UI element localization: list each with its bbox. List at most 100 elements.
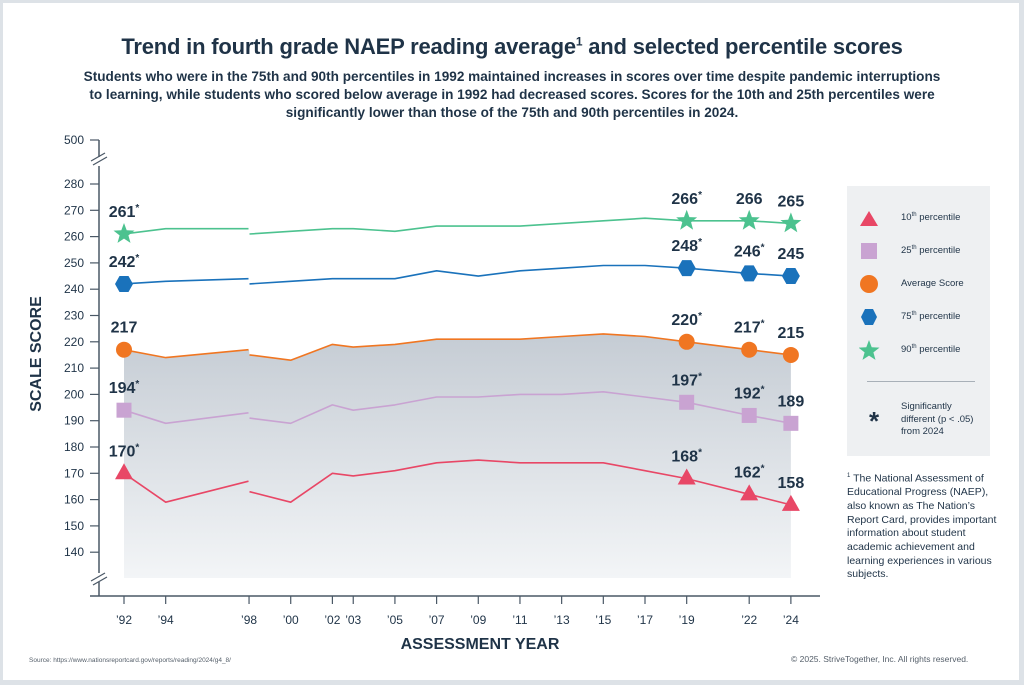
y-tick-label: 270	[64, 203, 84, 217]
series-line-avg	[123, 348, 249, 359]
data-point-p10	[115, 463, 133, 480]
x-tick-label: ’00	[283, 613, 299, 627]
significance-note: Significantly different (p < .05) from 2…	[901, 401, 974, 437]
data-label-p75: 245	[778, 246, 805, 263]
data-label-p10: 158	[778, 475, 805, 492]
y-tick-label: 220	[64, 335, 84, 349]
series-line-p10	[249, 459, 792, 506]
data-point-p90	[113, 223, 135, 243]
data-point-p25	[783, 415, 799, 431]
y-tick-label: 190	[64, 414, 84, 428]
x-tick-label: ’02	[324, 613, 340, 627]
significance-asterisk: *	[761, 384, 765, 395]
data-point-avg	[782, 346, 799, 363]
asterisk-icon: *	[869, 406, 880, 436]
x-tick-label: ’13	[554, 613, 570, 627]
series-line-p10	[123, 472, 249, 504]
data-point-p75	[677, 260, 696, 277]
x-tick-label: ’94	[158, 613, 174, 627]
data-label-p90: 265	[778, 193, 805, 210]
x-tick-label: ’92	[116, 613, 132, 627]
y-tick-label: 500	[64, 133, 84, 147]
x-tick-label: ’24	[783, 613, 799, 627]
significance-asterisk: *	[761, 242, 765, 253]
data-point-p75	[781, 268, 800, 285]
data-point-p75	[740, 265, 759, 282]
significance-asterisk: *	[761, 463, 765, 474]
y-axis-break-bottom	[90, 572, 106, 582]
data-label-p90: 266*	[671, 190, 702, 208]
x-tick-label: ’19	[679, 613, 695, 627]
chart-title: Trend in fourth grade NAEP reading avera…	[121, 34, 903, 59]
legend-item-average: Average Score	[847, 274, 990, 296]
data-point-avg	[741, 341, 758, 358]
circle-icon	[860, 275, 878, 293]
y-tick-label: 210	[64, 361, 84, 375]
significance-asterisk: *	[698, 448, 702, 459]
legend: 10th percentile 25th percentile Average …	[847, 186, 990, 456]
data-label-avg: 220*	[671, 311, 702, 329]
series-line-p90	[123, 227, 249, 235]
data-point-p25	[679, 394, 695, 410]
x-tick-label: ’98	[241, 613, 257, 627]
series-line-p90	[249, 217, 791, 235]
y-axis-label: SCALE SCORE	[28, 296, 45, 412]
x-tick-label: ’11	[512, 613, 527, 627]
footnote: 1 The National Assessment of Educational…	[847, 472, 997, 581]
data-point-p90	[676, 209, 698, 230]
chart-subtitle: Students who were in the 75th and 90th p…	[83, 69, 941, 120]
x-tick-label: ’03	[345, 613, 361, 627]
data-point-p75	[115, 275, 133, 292]
data-label-p90: 261*	[109, 203, 140, 221]
legend-item-p25: 25th percentile	[847, 241, 990, 263]
legend-item-p75: 75th percentile	[847, 307, 990, 329]
copyright: © 2025. StriveTogether, Inc. All rights …	[791, 654, 969, 664]
significance-asterisk: *	[761, 319, 765, 330]
data-label-p25: 197*	[671, 371, 702, 389]
y-tick-label: 260	[64, 230, 84, 244]
y-tick-label: 180	[64, 440, 84, 454]
x-tick-label: ’22	[741, 613, 757, 627]
y-tick-label: 230	[64, 309, 84, 323]
significance-asterisk: *	[698, 237, 702, 248]
data-label-p10: 168*	[671, 448, 702, 466]
data-point-p10	[740, 484, 759, 501]
triangle-icon	[860, 211, 878, 226]
data-point-avg	[678, 333, 695, 350]
series-line-p75	[249, 264, 791, 285]
star-icon	[859, 340, 880, 360]
data-label-p10: 162*	[734, 463, 765, 481]
data-label-p75: 242*	[109, 253, 140, 271]
data-label-avg: 217*	[734, 319, 765, 337]
data-label-p25: 194*	[109, 379, 140, 397]
y-axis-break-top	[92, 156, 108, 166]
y-axis-break-bottom	[92, 576, 108, 586]
y-tick-label: 160	[64, 493, 84, 507]
significance-asterisk: *	[698, 371, 702, 382]
data-point-p25	[741, 407, 757, 423]
x-tick-label: ’05	[387, 613, 403, 627]
x-tick-label: ’09	[470, 613, 486, 627]
y-axis-break-top	[90, 152, 106, 162]
x-axis-label: ASSESSMENT YEAR	[400, 636, 560, 653]
data-label-p90: 266	[736, 191, 763, 208]
x-tick-label: ’15	[595, 613, 611, 627]
data-label-p25: 189	[778, 393, 805, 410]
significance-asterisk: *	[135, 379, 139, 390]
data-point-p90	[738, 209, 760, 230]
data-point-p25	[116, 402, 132, 418]
data-label-p75: 248*	[671, 237, 702, 255]
data-label-avg: 217	[111, 320, 138, 337]
y-tick-label: 240	[64, 282, 84, 296]
data-point-avg	[116, 341, 132, 358]
y-tick-label: 280	[64, 177, 84, 191]
legend-item-p10: 10th percentile	[847, 208, 990, 230]
x-tick-label: ’17	[637, 613, 653, 627]
square-icon	[861, 243, 877, 259]
significance-asterisk: *	[698, 311, 702, 322]
significance-asterisk: *	[135, 442, 139, 453]
y-tick-label: 250	[64, 256, 84, 270]
y-tick-label: 140	[64, 545, 84, 559]
series-line-p75	[123, 277, 249, 285]
